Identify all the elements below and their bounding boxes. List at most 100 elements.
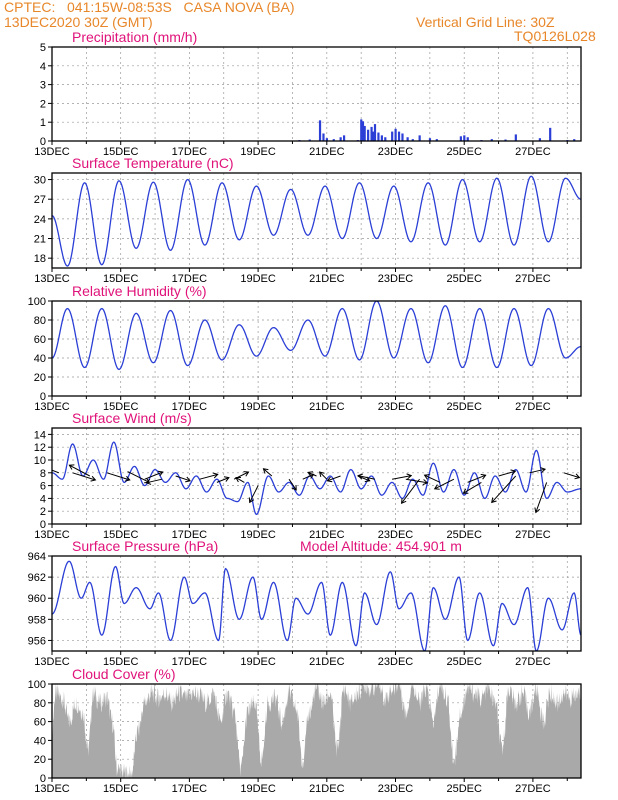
wind-vector <box>400 478 420 504</box>
wind-vector <box>72 472 97 482</box>
x-tick-label: 13DEC <box>34 656 70 668</box>
precip-bar <box>514 134 517 141</box>
x-tick-label: 21DEC <box>309 146 345 158</box>
x-tick-label: 21DEC <box>309 273 345 285</box>
x-tick-label: 25DEC <box>446 401 482 413</box>
x-tick-label: 19DEC <box>240 656 276 668</box>
wind-vector <box>357 473 376 480</box>
x-tick-label: 21DEC <box>309 783 345 795</box>
temperature-line <box>52 175 581 267</box>
wind-vector <box>235 476 245 483</box>
x-tick-label: 25DEC <box>446 656 482 668</box>
wind-data <box>52 441 581 516</box>
precip-bar <box>373 124 377 141</box>
precip-bar <box>538 138 541 141</box>
wind-vector <box>262 468 273 477</box>
precip-bar <box>428 138 432 141</box>
y-tick-label: 100 <box>28 679 46 691</box>
x-tick-label: 17DEC <box>172 273 208 285</box>
wind-vector <box>326 475 341 483</box>
x-tick-label: 21DEC <box>309 529 345 541</box>
wind-vector <box>307 471 317 477</box>
y-tick-label: 0 <box>40 391 46 403</box>
wind-vector <box>52 469 60 474</box>
y-tick-label: 956 <box>28 635 46 647</box>
cloud-panel: 0 20 40 60 80 100 13DEC 15DEC 17DEC 19DEC 21DEC 23D… <box>28 666 582 795</box>
precipitation-title: Precipitation (mm/h) <box>72 29 197 45</box>
precip-bar <box>322 133 325 141</box>
y-tick-label: 40 <box>34 735 46 747</box>
y-tick-label: 100 <box>28 296 46 308</box>
y-tick-label: 0 <box>40 136 46 148</box>
wind-vector <box>563 472 581 480</box>
precip-bar <box>401 133 404 141</box>
precip-bar <box>308 139 311 141</box>
humidity-panel: 0 20 40 60 80 100 13DEC 15DEC 17DEC 19DEC 21DEC 23D… <box>28 283 582 413</box>
x-tick-label: 15DEC <box>103 401 139 413</box>
wind-vector <box>288 478 297 491</box>
y-tick-label: 3 <box>40 80 46 92</box>
y-tick-label: 1 <box>40 117 46 129</box>
y-tick-label: 12 <box>34 442 46 454</box>
wind-vector <box>433 478 455 490</box>
precip-bar <box>418 135 421 141</box>
y-tick-label: 60 <box>34 334 46 346</box>
y-tick-label: 80 <box>34 698 46 710</box>
wind-vector <box>175 475 191 483</box>
cloud-data <box>52 684 581 778</box>
precipitation-data <box>298 119 576 141</box>
precipitation-panel: 0 1 2 3 4 5 13DEC 15DEC 17DEC 19DEC 21DEC 23DEC 25DE… <box>34 29 582 158</box>
x-tick-label: 25DEC <box>446 783 482 795</box>
y-tick-label: 20 <box>34 754 46 766</box>
precip-bar <box>397 131 401 141</box>
wind-vector <box>216 476 230 483</box>
x-tick-label: 15DEC <box>103 783 139 795</box>
x-tick-label: 13DEC <box>34 529 70 541</box>
y-tick-label: 964 <box>28 551 46 563</box>
precip-bar <box>384 137 387 141</box>
precip-bar <box>380 135 383 141</box>
precip-bar <box>490 139 493 141</box>
wind-vector <box>462 481 482 494</box>
x-tick-label: 23DEC <box>378 273 414 285</box>
precip-bar <box>339 137 342 141</box>
y-tick-label: 4 <box>40 61 46 73</box>
cloud-frame <box>51 683 582 779</box>
precip-bar <box>411 139 414 141</box>
wind-frame <box>51 427 582 525</box>
wind-vector <box>144 470 164 480</box>
y-tick-label: 2 <box>40 506 46 518</box>
precip-bar <box>391 131 394 141</box>
precip-bar <box>363 125 366 141</box>
precip-bar <box>394 128 397 141</box>
y-tick-label: 20 <box>34 372 46 384</box>
x-tick-label: 23DEC <box>378 656 414 668</box>
cloud-area <box>52 684 581 778</box>
y-tick-label: 8 <box>40 468 46 480</box>
wind-vector <box>423 474 441 483</box>
x-tick-label: 17DEC <box>172 783 208 795</box>
x-tick-label: 19DEC <box>240 273 276 285</box>
y-tick-label: 60 <box>34 717 46 729</box>
precip-bar <box>342 135 346 141</box>
x-tick-label: 25DEC <box>446 146 482 158</box>
precip-bar <box>318 120 322 141</box>
x-tick-label: 19DEC <box>240 529 276 541</box>
precip-bar <box>549 127 552 141</box>
pressure-data <box>52 560 581 651</box>
y-tick-label: 0 <box>40 773 46 785</box>
x-tick-label: 15DEC <box>103 529 139 541</box>
x-tick-label: 15DEC <box>103 146 139 158</box>
pressure-line <box>52 560 581 651</box>
y-tick-label: 4 <box>40 493 46 505</box>
header-model: TQ0126L028 <box>514 28 596 44</box>
y-tick-label: 30 <box>34 175 46 187</box>
precip-bar <box>406 137 409 141</box>
wind-vector <box>145 478 163 485</box>
x-tick-label: 13DEC <box>34 783 70 795</box>
wind-vector <box>529 467 547 474</box>
x-tick-label: 23DEC <box>378 146 414 158</box>
x-tick-label: 27DEC <box>515 529 551 541</box>
x-tick-label: 27DEC <box>515 656 551 668</box>
